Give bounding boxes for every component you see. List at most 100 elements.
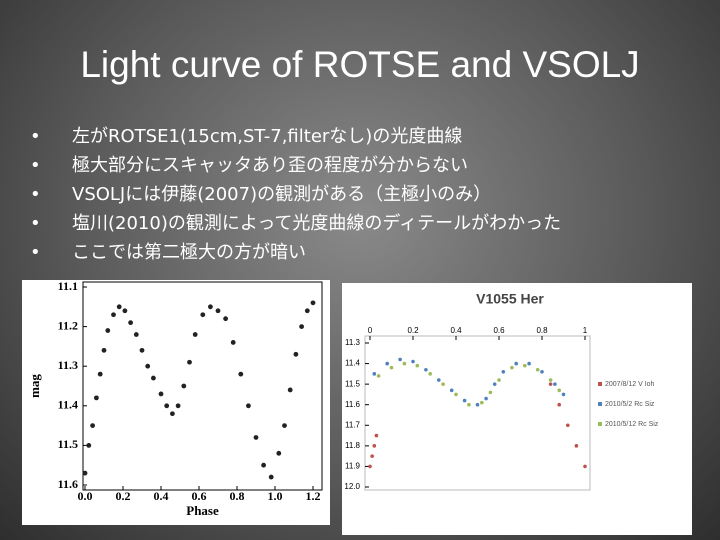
bullet: VSOLJには伊藤(2007)の観測がある（主極小のみ）	[30, 180, 561, 209]
data-point	[514, 361, 518, 366]
data-point	[492, 382, 497, 386]
data-point	[437, 378, 441, 382]
data-point	[480, 400, 484, 405]
data-point	[527, 361, 531, 366]
legend-label: 2010/5/12 Rc Siz	[605, 421, 659, 428]
bullet: 左がROTSE1(15cm,ST-7,filterなし)の光度曲線	[30, 122, 561, 151]
bullet: 塩川(2010)の観測によって光度曲線のディテールがわかった	[30, 209, 561, 238]
data-point	[268, 474, 274, 480]
data-point	[97, 371, 103, 377]
data-point	[557, 388, 561, 393]
y-axis-label: mag	[27, 374, 42, 398]
data-point	[86, 443, 92, 448]
y-tick-label: 11.2	[58, 318, 78, 332]
plot-frame	[82, 281, 323, 491]
legend-label: 2010/5/2 Rc Siz	[605, 401, 655, 408]
chart-panel	[22, 280, 330, 525]
y-tick-label: 11.3	[58, 358, 78, 372]
data-point	[370, 454, 374, 458]
data-point	[253, 435, 259, 440]
y-tick-label: 11.6	[345, 400, 361, 409]
data-point	[398, 357, 402, 362]
x-tick-label: 1	[583, 326, 588, 335]
data-point	[82, 470, 88, 476]
x-tick-label: 1.2	[306, 489, 321, 503]
data-point	[462, 398, 467, 403]
data-point	[454, 392, 458, 397]
y-tick-label: 11.5	[58, 437, 78, 451]
data-point	[122, 308, 128, 314]
legend-swatch	[598, 402, 602, 406]
y-tick-label: 11.8	[345, 441, 361, 450]
x-tick-label: 0.6	[192, 489, 207, 503]
chart-panel	[342, 283, 692, 535]
y-tick-label: 11.4	[345, 359, 361, 368]
data-point	[510, 365, 514, 370]
bullet-list: 左がROTSE1(15cm,ST-7,filterなし)の光度曲線極大部分にスキ…	[30, 122, 561, 267]
plot-frame	[364, 335, 591, 491]
x-axis-label: Phase	[186, 503, 219, 518]
data-point	[402, 361, 407, 366]
data-point	[128, 320, 134, 326]
slide-title: Light curve of ROTSE and VSOLJ	[80, 44, 640, 85]
x-tick-label: 0.0	[78, 489, 93, 503]
data-point	[299, 324, 304, 329]
data-point	[304, 308, 310, 314]
data-point	[389, 365, 394, 370]
data-point	[449, 388, 454, 393]
data-point	[540, 370, 544, 374]
data-point	[497, 378, 501, 382]
data-point	[467, 402, 471, 407]
data-point	[111, 312, 116, 318]
data-point	[415, 363, 420, 368]
data-point	[374, 433, 379, 438]
data-point	[276, 450, 282, 456]
x-tick-label: 0	[368, 326, 373, 335]
x-tick-label: 0.2	[407, 326, 419, 335]
bullet: 極大部分にスキャッタあり歪の程度が分からない	[30, 151, 561, 180]
x-tick-label: 1.0	[268, 489, 283, 503]
data-point	[561, 392, 566, 397]
data-point	[372, 444, 377, 448]
data-point	[287, 387, 293, 393]
data-point	[223, 316, 229, 322]
data-point	[548, 382, 553, 386]
data-point	[368, 464, 372, 469]
data-point	[553, 382, 557, 386]
data-point	[548, 378, 553, 382]
data-point	[428, 372, 433, 376]
y-tick-label: 12.0	[344, 482, 360, 491]
data-point	[133, 332, 139, 337]
x-tick-label: 0.2	[116, 489, 131, 503]
data-point	[535, 367, 540, 372]
data-point	[116, 304, 122, 310]
legend-swatch	[598, 422, 602, 426]
y-tick-label: 11.4	[58, 398, 78, 412]
data-point	[139, 347, 145, 353]
data-point	[385, 361, 390, 366]
data-point	[424, 367, 428, 372]
data-point	[94, 395, 99, 401]
data-point	[501, 370, 506, 374]
x-tick-label: 0.4	[154, 489, 169, 503]
legend-label: 2007/8/12 V Ioh	[605, 381, 655, 388]
chart-title: V1055 Her	[476, 291, 544, 307]
data-point	[158, 391, 164, 397]
y-tick-label: 11.6	[58, 477, 78, 491]
data-point	[557, 402, 561, 407]
data-point	[484, 396, 488, 401]
data-point	[282, 423, 287, 428]
data-point	[488, 390, 493, 395]
data-point	[411, 359, 415, 364]
data-point	[101, 347, 107, 353]
data-point	[90, 423, 95, 428]
data-point	[475, 402, 480, 407]
data-point	[181, 383, 187, 389]
data-point	[246, 403, 251, 409]
y-tick-label: 11.7	[345, 420, 361, 429]
y-tick-label: 11.3	[345, 338, 361, 347]
y-tick-label: 11.9	[345, 462, 361, 471]
data-point	[145, 363, 151, 369]
x-tick-label: 0.8	[230, 489, 245, 503]
